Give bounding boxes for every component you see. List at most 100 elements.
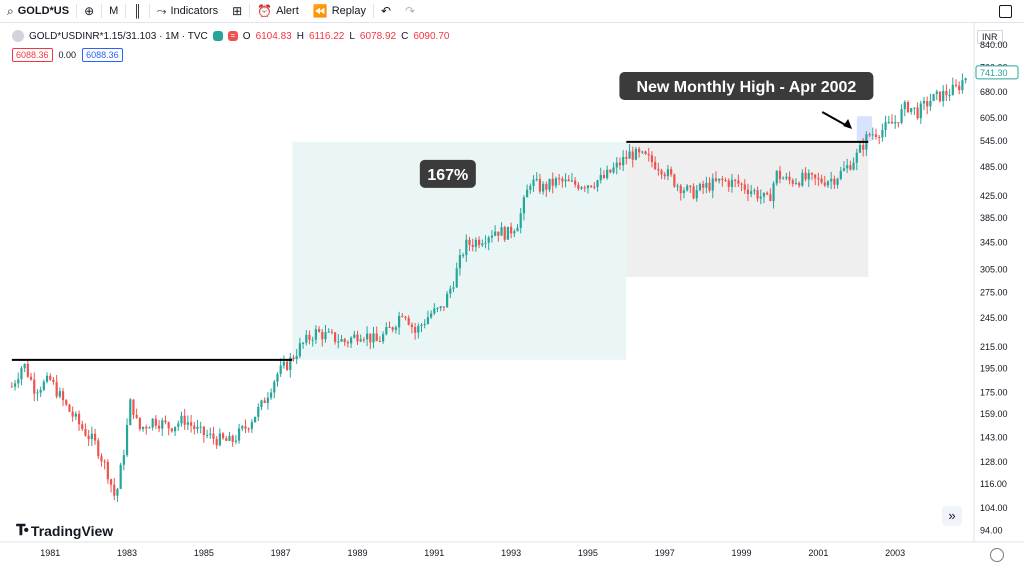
candle-body: [561, 178, 564, 182]
interval-button[interactable]: M: [102, 0, 125, 22]
candle-body: [100, 456, 103, 462]
symbol-description[interactable]: GOLD*USDINR*1.15/31.103 · 1M · TVC: [29, 30, 208, 42]
candle-body: [750, 191, 753, 194]
candle-body: [618, 162, 622, 166]
interval-label: M: [109, 5, 119, 17]
candle-body: [186, 422, 189, 425]
candle-body: [660, 170, 663, 175]
candle-body: [817, 178, 820, 180]
buy-price-box[interactable]: 6088.36: [82, 48, 123, 62]
candle-body: [333, 332, 337, 342]
candle-body: [519, 213, 522, 228]
series-legend: GOLD*USDINR*1.15/31.103 · 1M · TVC = O 61…: [12, 30, 449, 42]
candle-body: [116, 488, 119, 496]
indicators-button[interactable]: ⤳ Indicators: [150, 0, 225, 22]
candle-body: [711, 178, 714, 191]
candle-body: [164, 420, 167, 423]
candle-body: [762, 192, 766, 197]
candle-body: [721, 178, 724, 180]
candle-body: [698, 183, 702, 190]
candle-body: [401, 315, 404, 317]
candle-body: [903, 102, 906, 110]
candle-body: [538, 179, 542, 192]
currency-label[interactable]: INR: [977, 30, 1003, 44]
candle-body: [868, 134, 871, 136]
candle-body: [247, 428, 250, 430]
candle-body: [513, 231, 516, 234]
candle-body: [532, 179, 535, 187]
undo-icon: ↶: [380, 4, 392, 18]
candle-body: [125, 425, 129, 456]
candle-body: [337, 341, 340, 343]
candle-body: [474, 239, 478, 247]
candle-body: [516, 227, 519, 232]
last-price-label: 741.30: [980, 68, 1008, 78]
candle-body: [349, 337, 353, 344]
candle-body: [500, 227, 503, 236]
candle-body: [129, 399, 132, 426]
symbol-search-button[interactable]: ⌕ GOLD*US: [0, 0, 76, 22]
candle-body: [580, 187, 583, 189]
candle-body: [404, 316, 407, 318]
fullscreen-icon[interactable]: [999, 5, 1012, 18]
replay-button[interactable]: ⏪ Replay: [306, 0, 373, 22]
candle-body: [567, 179, 570, 182]
y-tick-label: 175.00: [980, 388, 1008, 398]
candle-body: [452, 287, 455, 289]
chart-type-button[interactable]: ║: [126, 0, 149, 22]
undo-button[interactable]: ↶: [374, 0, 398, 22]
candle-body: [439, 306, 442, 308]
settings-gear-icon[interactable]: [990, 548, 1004, 562]
candle-body: [154, 418, 157, 426]
layouts-button[interactable]: ⊞: [225, 0, 249, 22]
candle-body: [718, 178, 721, 181]
candle-body: [353, 334, 356, 338]
open-label: O: [242, 30, 251, 42]
candle-body: [586, 185, 590, 189]
candle-body: [820, 178, 823, 183]
sell-price-box[interactable]: 6088.36: [12, 48, 53, 62]
candle-body: [289, 357, 292, 370]
candle-body: [622, 157, 625, 166]
x-tick-label: 1981: [40, 548, 60, 558]
candle-body: [484, 242, 487, 244]
candle-body: [225, 438, 228, 441]
candle-body: [574, 180, 577, 185]
candle-body: [535, 179, 538, 181]
candle-body: [926, 101, 929, 107]
candle-body: [321, 331, 324, 340]
candle-body: [807, 173, 810, 180]
candle-body: [170, 428, 173, 432]
candle-body: [39, 389, 42, 393]
candle-body: [330, 331, 333, 333]
symbol-logo-icon: [12, 30, 24, 42]
candle-body: [836, 178, 839, 185]
candle-body: [529, 186, 532, 190]
candle-body: [948, 94, 951, 96]
scroll-to-latest-button[interactable]: »: [942, 506, 962, 526]
alert-label: Alert: [276, 5, 299, 17]
candle-body: [141, 426, 145, 430]
candle-body: [558, 178, 561, 180]
candle-body: [746, 189, 750, 194]
candle-body: [753, 190, 756, 192]
candle-body: [766, 192, 769, 195]
x-tick-label: 1999: [732, 548, 752, 558]
candle-body: [276, 373, 279, 382]
candle-body: [49, 375, 52, 380]
candle-body: [916, 107, 919, 119]
candle-body: [365, 333, 369, 340]
candle-body: [874, 134, 878, 137]
alert-button[interactable]: ⏰ Alert: [250, 0, 306, 22]
indicators-label: Indicators: [170, 5, 219, 17]
candle-body: [804, 172, 807, 180]
compare-button[interactable]: ⊕: [77, 0, 101, 22]
redo-button[interactable]: ↷: [398, 0, 422, 22]
candle-body: [29, 376, 33, 380]
candle-body: [657, 168, 660, 171]
candle-body: [68, 404, 71, 412]
candle-body: [964, 78, 967, 81]
candle-body: [398, 315, 401, 328]
candle-body: [292, 357, 295, 359]
